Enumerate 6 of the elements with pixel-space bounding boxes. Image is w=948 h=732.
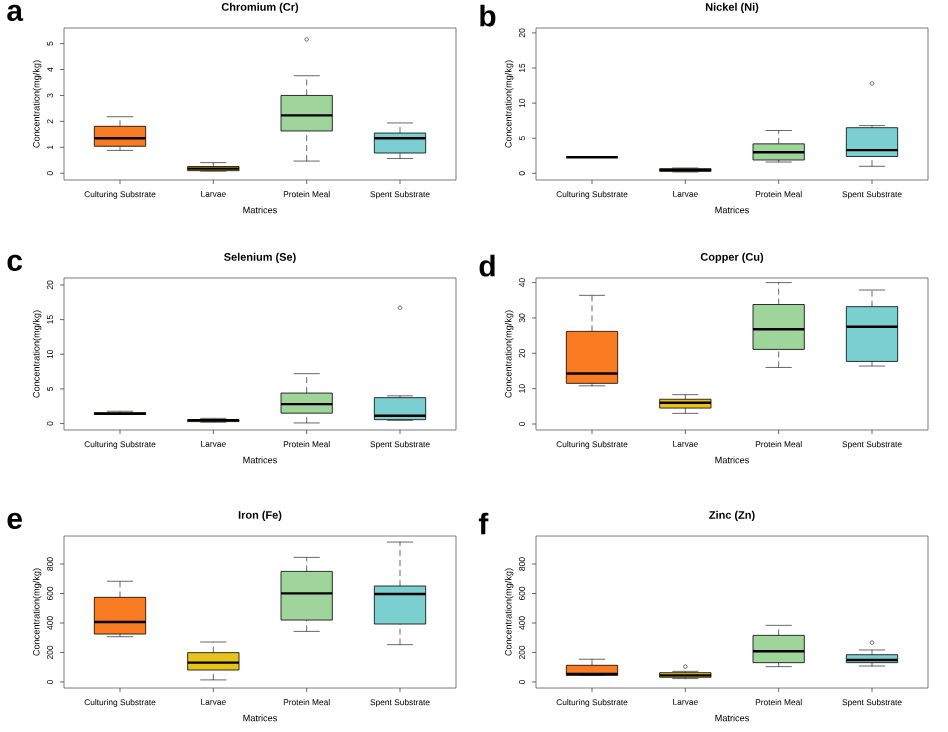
text: d bbox=[479, 254, 495, 277]
text: c bbox=[7, 254, 23, 272]
text: a bbox=[7, 4, 24, 22]
text: e bbox=[7, 512, 22, 530]
text: f bbox=[478, 512, 489, 535]
text: b bbox=[480, 4, 496, 27]
